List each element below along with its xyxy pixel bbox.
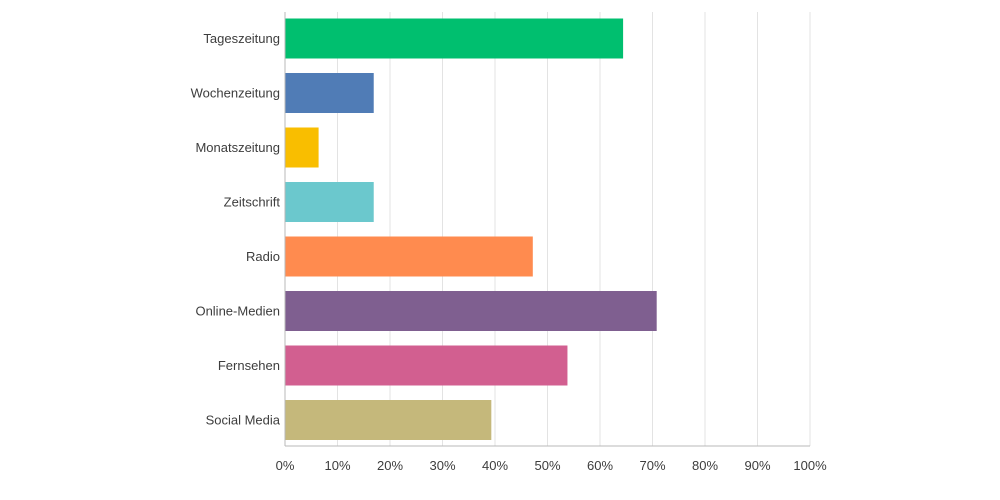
x-tick-label: 40% [482,458,508,473]
category-labels: Tageszeitung Wochenzeitung Monatszeitung Ze… [191,31,281,428]
category-label: Wochenzeitung [191,86,280,101]
x-tick-label: 30% [429,458,455,473]
bar-tageszeitung[interactable] [285,18,624,59]
category-label: Online-Medien [195,304,280,319]
x-tick-label: 60% [587,458,613,473]
bar-fernsehen[interactable] [285,345,568,386]
x-tick-label: 70% [639,458,665,473]
bar-wochenzeitung[interactable] [285,73,374,113]
bar-monatszeitung[interactable] [285,127,319,168]
bar-social-media[interactable] [285,400,492,440]
x-tick-label: 10% [324,458,350,473]
x-tick-label: 50% [534,458,560,473]
grid-layer [284,12,811,447]
category-label: Monatszeitung [195,140,280,155]
x-tick-label: 80% [692,458,718,473]
x-tick-label: 20% [377,458,403,473]
category-label: Social Media [206,413,281,428]
category-label: Radio [246,249,280,264]
category-label: Tageszeitung [203,31,280,46]
category-label: Fernsehen [218,358,280,373]
bar-online-medien[interactable] [285,291,657,331]
x-axis-tick-labels: 0% 10% 20% 30% 40% 50% 60% 70% 80% 90% 100% [276,458,827,473]
bar-radio[interactable] [285,236,533,277]
bar-zeitschrift[interactable] [285,182,374,222]
x-tick-label: 90% [744,458,770,473]
category-label: Zeitschrift [224,195,281,210]
bar-layer [285,18,657,440]
x-tick-label: 100% [793,458,827,473]
x-tick-label: 0% [276,458,295,473]
